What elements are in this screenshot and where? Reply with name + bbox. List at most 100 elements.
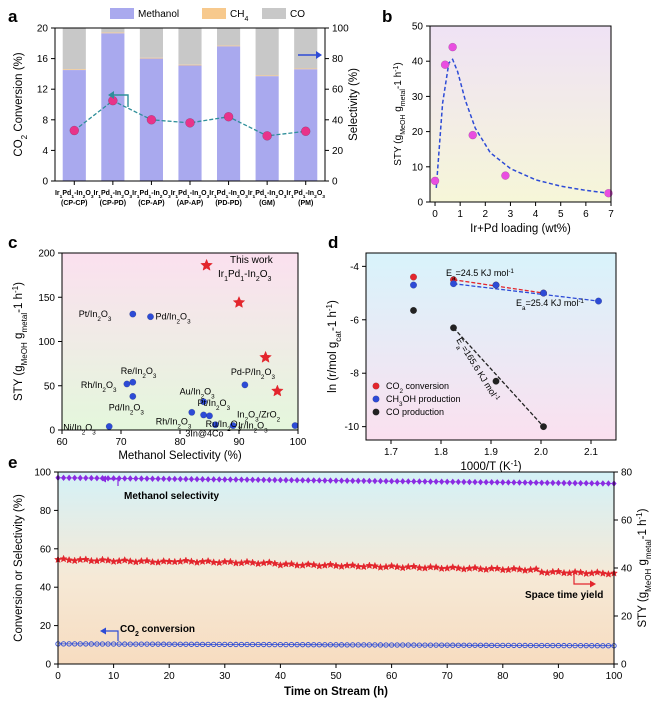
reference-label: Au/In2O3	[180, 387, 216, 401]
panel-c: c Pt/In2O3 Pd/In2O3 Re/In2O3 Rh/In2O3 Pd/In2O…	[8, 233, 307, 462]
bar-methanol	[101, 33, 125, 182]
y2-tick-label: 0	[332, 177, 338, 188]
y-tick-label: 40	[40, 583, 52, 594]
legend-label: CO	[290, 9, 305, 20]
series-marker	[177, 641, 183, 647]
legend-label: CO production	[386, 407, 444, 417]
series-marker	[72, 641, 78, 647]
series-marker	[72, 474, 78, 482]
series-marker	[555, 642, 562, 649]
x-tick-label: 1.8	[434, 447, 448, 458]
series-marker	[561, 642, 567, 649]
series-marker	[577, 642, 584, 649]
series-marker	[583, 643, 589, 649]
category-label: Ir1Pd1-In2O3	[248, 190, 287, 200]
series-marker	[344, 642, 350, 648]
series-marker	[533, 479, 539, 486]
y-tick-label: 12	[37, 85, 49, 96]
category-label: (PM)	[298, 200, 313, 207]
series-marker	[348, 561, 357, 569]
y-tick-label: 10	[412, 162, 424, 173]
series-marker	[355, 642, 361, 648]
series-marker	[261, 641, 267, 648]
series-marker	[177, 475, 183, 483]
panel-c-letter: c	[8, 233, 17, 252]
series-marker	[322, 477, 328, 484]
series-marker	[154, 558, 163, 566]
series-marker	[455, 478, 461, 486]
series-marker	[344, 477, 350, 484]
category-label: (GM)	[259, 200, 275, 207]
series-marker	[483, 478, 489, 486]
series-marker	[105, 475, 111, 482]
x-tick-label: 50	[330, 671, 342, 682]
panel-e-letter: e	[8, 453, 17, 472]
series-marker	[416, 642, 423, 648]
series-marker	[583, 480, 589, 487]
series-marker	[470, 563, 480, 572]
series-label: CO2 conversion	[120, 624, 195, 638]
series-marker	[516, 479, 523, 486]
series-marker	[194, 476, 200, 483]
series-marker	[365, 561, 374, 570]
series-marker	[277, 641, 284, 648]
series-marker	[326, 560, 335, 569]
bar-co	[62, 28, 86, 70]
x-tick-label: 40	[275, 671, 287, 682]
data-point	[409, 306, 418, 314]
data-point	[468, 130, 477, 140]
series-marker	[387, 561, 396, 570]
series-marker	[543, 568, 552, 577]
panel-b-letter: b	[382, 7, 392, 26]
series-marker	[227, 641, 234, 648]
series-marker	[244, 641, 250, 648]
legend-label: CH4	[230, 9, 248, 23]
series-marker	[555, 479, 561, 487]
series-marker	[400, 642, 406, 648]
arrowhead	[590, 580, 596, 588]
series-marker	[381, 562, 391, 571]
series-marker	[270, 559, 279, 568]
series-marker	[181, 556, 190, 565]
series-marker	[65, 555, 74, 564]
this-work-label: This work	[230, 255, 274, 266]
y2-tick-label: 20	[621, 612, 633, 623]
series-marker	[111, 475, 117, 482]
series-label: Methanol selectivity	[124, 491, 219, 502]
series-marker	[283, 476, 289, 484]
category-label: (PD-PD)	[215, 200, 241, 207]
y2-axis-title: STY (gMeOH gmetal-1 h-1)	[635, 508, 653, 627]
series-marker	[237, 558, 246, 567]
series-marker	[450, 642, 456, 648]
series-marker	[66, 474, 72, 482]
series-marker	[361, 477, 367, 485]
y-tick-label: 0	[42, 177, 48, 188]
series-marker	[438, 642, 445, 648]
series-marker	[565, 568, 574, 577]
legend-marker	[372, 395, 380, 403]
series-marker	[115, 556, 124, 565]
y-axis-title: STY (gMeOH gmetal-1 h-1)	[11, 282, 29, 401]
reference-point	[188, 408, 196, 416]
series-marker	[255, 641, 261, 648]
series-marker	[81, 555, 90, 563]
series-marker	[216, 641, 222, 648]
series-marker	[305, 642, 311, 648]
y2-tick-label: 20	[332, 146, 344, 157]
this-work-star	[200, 258, 213, 271]
x-axis-title: Methanol Selectivity (%)	[118, 450, 242, 462]
y-tick-label: 16	[37, 54, 49, 65]
series-marker	[316, 642, 322, 648]
y2-axis-title: Selectivity (%)	[348, 68, 360, 141]
data-point	[492, 281, 500, 289]
reference-point	[200, 411, 208, 419]
series-marker	[215, 558, 224, 567]
category-label: (CP-CP)	[61, 200, 87, 207]
series-marker	[415, 563, 424, 572]
data-point	[539, 423, 548, 431]
series-marker	[166, 475, 172, 483]
series-marker	[439, 478, 445, 485]
category-label: Ir1Pd1-In2O3	[286, 190, 325, 200]
series-marker	[242, 557, 252, 566]
series-marker	[288, 476, 295, 484]
